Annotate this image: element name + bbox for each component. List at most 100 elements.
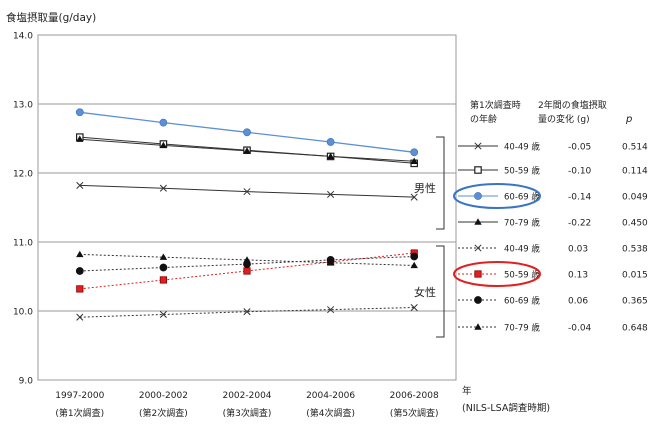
legend-header-age-line2: の年齢	[470, 113, 497, 125]
data-point	[76, 313, 84, 321]
legend-series-name: 70-79 歳	[504, 218, 540, 229]
data-point	[76, 181, 84, 189]
data-point	[75, 108, 84, 117]
data-point	[410, 193, 418, 201]
x-tick-sublabel: (第4次調査)	[306, 407, 355, 419]
y-tick-label: 11.0	[13, 239, 33, 249]
legend-series-name: 40-49 歳	[504, 244, 540, 255]
plot-area	[37, 34, 457, 381]
legend-change-value: -0.22	[568, 219, 591, 229]
legend-p-value: 0.015	[622, 271, 648, 281]
data-point	[410, 303, 418, 312]
legend-series-name: 70-79 歳	[504, 323, 540, 334]
data-point	[410, 157, 418, 164]
data-point	[159, 263, 168, 272]
legend-p-value: 0.450	[622, 219, 648, 229]
data-point	[243, 188, 251, 196]
legend-p-value: 0.049	[622, 193, 648, 203]
legend-p-value: 0.648	[622, 324, 648, 334]
data-point	[243, 267, 251, 275]
legend-p-value: 0.538	[622, 245, 648, 255]
y-tick-label: 14.0	[13, 32, 33, 42]
legend-change-value: 0.13	[568, 271, 588, 281]
series-points	[75, 108, 419, 321]
legend: 40-49 歳 -0.05 0.514 50-59 歳 -0.10 0.114 60-69 …	[453, 142, 648, 334]
data-point	[76, 250, 84, 258]
y-tick-label: 13.0	[13, 101, 33, 111]
legend-marker	[474, 270, 482, 278]
data-point	[159, 118, 168, 127]
data-point	[76, 285, 84, 293]
y-tick-label: 10.0	[13, 308, 33, 318]
legend-change-value: -0.10	[568, 167, 592, 177]
male-bracket	[436, 136, 445, 230]
legend-p-value: 0.365	[622, 297, 648, 307]
y-tick-labels: 9.0 10.0 11.0 12.0 13.0 14.0	[13, 32, 33, 387]
data-point	[243, 147, 251, 154]
x-axis-sublabel: (NILS-LSA調査時期)	[462, 402, 550, 414]
x-tick-sublabel: (第1次調査)	[55, 407, 104, 419]
data-point	[327, 306, 335, 314]
data-point	[76, 135, 84, 142]
legend-marker	[474, 192, 482, 200]
x-tick-sublabel: (第2次調査)	[139, 407, 188, 419]
legend-change-value: -0.04	[568, 324, 592, 334]
highlight-ellipse	[453, 183, 541, 209]
data-point	[243, 128, 251, 137]
legend-marker	[474, 296, 482, 304]
x-tick-sublabel: (第5次調査)	[390, 407, 439, 419]
legend-marker	[474, 166, 482, 174]
legend-marker	[474, 323, 482, 330]
legend-change-value: 0.06	[568, 297, 588, 307]
x-tick-label: 2002-2004	[222, 391, 271, 401]
highlight-ellipse	[453, 261, 541, 287]
data-point	[326, 259, 335, 266]
data-point	[327, 190, 335, 198]
legend-header-change-line2: 量の変化 (g)	[538, 113, 590, 125]
data-point	[159, 276, 167, 284]
legend-series-name: 40-49 歳	[504, 142, 540, 153]
female-bracket	[436, 245, 445, 338]
y-tick-label: 9.0	[19, 377, 34, 387]
data-point	[75, 267, 84, 275]
data-point	[410, 148, 419, 157]
x-tick-label: 2006-2008	[390, 391, 439, 401]
legend-series-name: 50-59 歳	[504, 270, 540, 281]
data-point	[159, 184, 167, 192]
series-lines	[79, 111, 415, 318]
legend-header-p: p	[625, 114, 632, 125]
x-tick-sublabel: (第3次調査)	[223, 407, 272, 419]
legend-marker	[474, 218, 482, 225]
data-point	[159, 253, 168, 260]
data-point	[326, 138, 335, 146]
legend-marker	[474, 244, 482, 252]
x-tick-labels: 1997-2000 (第1次調査) 2000-2002 (第2次調査) 2002-200…	[55, 391, 439, 419]
female-group-label: 女性	[414, 285, 436, 299]
x-tick-label: 2004-2006	[306, 391, 355, 401]
legend-p-value: 0.114	[622, 167, 648, 177]
data-point	[243, 256, 251, 263]
legend-p-value: 0.514	[622, 143, 648, 153]
legend-change-value: -0.05	[568, 143, 591, 153]
data-point	[159, 141, 168, 149]
legend-header-age-line1: 第1次調査時	[470, 99, 521, 111]
x-tick-label: 2000-2002	[139, 391, 188, 401]
legend-series-name: 50-59 歳	[504, 166, 540, 177]
legend-series-name: 60-69 歳	[504, 296, 540, 307]
male-group-label: 男性	[414, 181, 436, 195]
legend-header-change-line1: 2年間の食塩摂取	[538, 99, 607, 111]
x-axis-label: 年	[462, 385, 472, 397]
legend-change-value: 0.03	[568, 245, 588, 255]
legend-marker	[474, 142, 482, 150]
y-axis-label: 食塩摂取量(g/day)	[6, 11, 96, 24]
legend-change-value: -0.14	[568, 193, 592, 203]
y-tick-label: 12.0	[13, 170, 33, 180]
legend-series-name: 60-69 歳	[504, 192, 540, 203]
data-point	[410, 261, 418, 269]
data-point	[326, 152, 335, 160]
x-tick-label: 1997-2000	[55, 391, 104, 401]
data-point	[159, 310, 167, 319]
data-point	[243, 308, 251, 316]
data-point	[410, 252, 419, 261]
